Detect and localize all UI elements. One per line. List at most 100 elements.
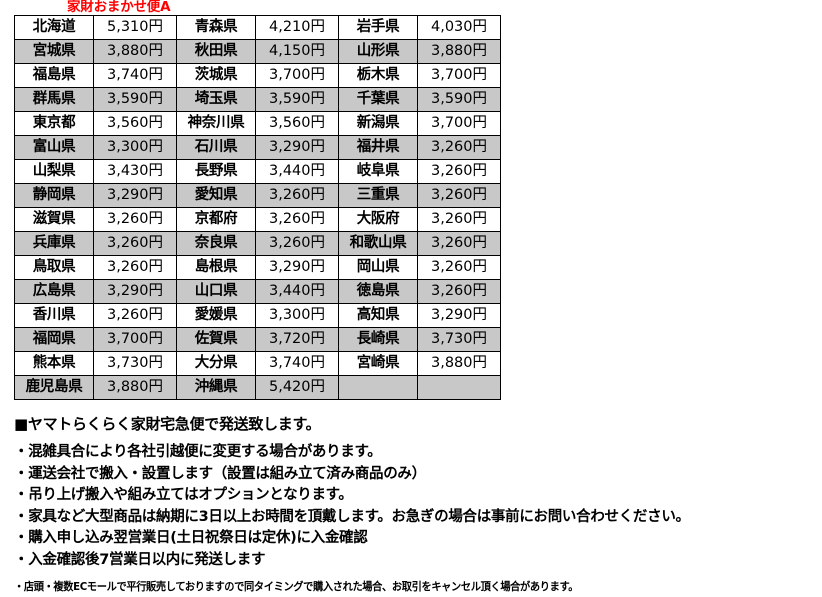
prefecture-cell: 山梨県: [14, 159, 94, 184]
prefecture-cell: 三重県: [338, 183, 418, 208]
prefecture-cell: 熊本県: [14, 351, 94, 376]
prefecture-cell: 奈良県: [176, 231, 256, 256]
table-row: 山梨県 3,430円 長野県 3,440円 岐阜県 3,260円: [14, 159, 501, 184]
price-cell: 3,290円: [417, 303, 501, 328]
prefecture-cell: 沖縄県: [176, 375, 256, 400]
notes-line: ・吊り上げ搬入や組み立てはオプションとなります。: [14, 487, 353, 503]
prefecture-cell: 徳島県: [338, 279, 418, 304]
price-cell: 3,290円: [93, 183, 177, 208]
table-row: 東京都 3,560円 神奈川県 3,560円 新潟県 3,700円: [14, 111, 501, 136]
price-cell: 3,590円: [255, 87, 339, 112]
prefecture-cell: 東京都: [14, 111, 94, 136]
table-row: 兵庫県 3,260円 奈良県 3,260円 和歌山県 3,260円: [14, 231, 501, 256]
prefecture-cell: 大阪府: [338, 207, 418, 232]
prefecture-cell: 鹿児島県: [14, 375, 94, 400]
prefecture-cell: 北海道: [14, 15, 94, 40]
prefecture-cell: 高知県: [338, 303, 418, 328]
price-cell: 3,290円: [255, 255, 339, 280]
prefecture-cell: 福井県: [338, 135, 418, 160]
price-cell: 3,260円: [255, 231, 339, 256]
price-cell: 3,430円: [93, 159, 177, 184]
price-cell: 3,880円: [417, 351, 501, 376]
price-cell: 4,030円: [417, 15, 501, 40]
price-cell: 3,730円: [93, 351, 177, 376]
price-cell: 3,730円: [417, 327, 501, 352]
prefecture-cell: 兵庫県: [14, 231, 94, 256]
price-cell: 3,440円: [255, 159, 339, 184]
price-cell: 3,260円: [417, 207, 501, 232]
page-title: 家財おまかせ便A: [67, 0, 171, 15]
notes-line-list: ・混雑具合により各社引越便に変更する場合があります。・運送会社で搬入・設置します…: [14, 442, 814, 571]
price-cell: 3,260円: [417, 135, 501, 160]
table-row: 福島県 3,740円 茨城県 3,700円 栃木県 3,700円: [14, 63, 501, 88]
notes-line: ・購入申し込み翌営業日(土日祝祭日は定休)に入金確認: [14, 530, 368, 546]
price-cell: 3,440円: [255, 279, 339, 304]
table-row: 富山県 3,300円 石川県 3,290円 福井県 3,260円: [14, 135, 501, 160]
prefecture-cell: 長崎県: [338, 327, 418, 352]
price-cell: 3,290円: [255, 135, 339, 160]
table-row: 広島県 3,290円 山口県 3,440円 徳島県 3,260円: [14, 279, 501, 304]
price-cell: 3,260円: [417, 255, 501, 280]
prefecture-cell: 秋田県: [176, 39, 256, 64]
prefecture-cell: 岡山県: [338, 255, 418, 280]
prefecture-cell: 和歌山県: [338, 231, 418, 256]
price-cell: 3,260円: [93, 303, 177, 328]
prefecture-cell: 広島県: [14, 279, 94, 304]
prefecture-cell: 栃木県: [338, 63, 418, 88]
prefecture-cell: 岐阜県: [338, 159, 418, 184]
notes-line: ・運送会社で搬入・設置します（設置は組み立て済み商品のみ）: [14, 465, 426, 482]
shipping-price-table-body: 北海道 5,310円 青森県 4,210円 岩手県 4,030円 宮城県 3,880円 秋田県 4…: [14, 15, 501, 400]
prefecture-cell: 富山県: [14, 135, 94, 160]
prefecture-cell: 愛媛県: [176, 303, 256, 328]
table-row: 熊本県 3,730円 大分県 3,740円 宮崎県 3,880円: [14, 351, 501, 376]
table-row: 香川県 3,260円 愛媛県 3,300円 高知県 3,290円: [14, 303, 501, 328]
notes-line: ・混雑具合により各社引越便に変更する場合があります。: [14, 444, 382, 460]
table-row: 滋賀県 3,260円 京都府 3,260円 大阪府 3,260円: [14, 207, 501, 232]
price-cell: 3,590円: [417, 87, 501, 112]
price-cell: 3,590円: [93, 87, 177, 112]
price-cell: 3,260円: [417, 279, 501, 304]
prefecture-cell: 群馬県: [14, 87, 94, 112]
table-row: 鹿児島県 3,880円 沖縄県 5,420円: [14, 375, 501, 400]
prefecture-cell: 宮城県: [14, 39, 94, 64]
price-cell: 3,560円: [93, 111, 177, 136]
price-cell: 3,700円: [93, 327, 177, 352]
price-cell: 3,260円: [93, 207, 177, 232]
prefecture-cell: 福島県: [14, 63, 94, 88]
price-cell: 3,700円: [417, 63, 501, 88]
price-cell: 3,260円: [93, 255, 177, 280]
prefecture-cell: 長野県: [176, 159, 256, 184]
prefecture-cell: 千葉県: [338, 87, 418, 112]
prefecture-cell: 鳥取県: [14, 255, 94, 280]
table-row: 福岡県 3,700円 佐賀県 3,720円 長崎県 3,730円: [14, 327, 501, 352]
price-cell: 3,260円: [417, 183, 501, 208]
table-row: 群馬県 3,590円 埼玉県 3,590円 千葉県 3,590円: [14, 87, 501, 112]
price-cell: 3,740円: [255, 351, 339, 376]
price-cell: 3,290円: [93, 279, 177, 304]
shipping-price-table-container: 北海道 5,310円 青森県 4,210円 岩手県 4,030円 宮城県 3,880円 秋田県 4…: [14, 15, 501, 400]
prefecture-cell: 新潟県: [338, 111, 418, 136]
prefecture-cell: 山形県: [338, 39, 418, 64]
prefecture-cell: 埼玉県: [176, 87, 256, 112]
price-cell: 3,560円: [255, 111, 339, 136]
price-cell: 3,300円: [255, 303, 339, 328]
notes-heading: ■ヤマトらくらく家財宅急便で発送致します。: [14, 415, 321, 433]
price-cell: 3,720円: [255, 327, 339, 352]
table-row: 北海道 5,310円 青森県 4,210円 岩手県 4,030円: [14, 15, 501, 40]
notes-line: ・入金確認後7営業日以内に発送します: [14, 551, 266, 568]
prefecture-cell: 山口県: [176, 279, 256, 304]
price-cell: 3,700円: [255, 63, 339, 88]
prefecture-cell: 香川県: [14, 303, 94, 328]
prefecture-cell: 大分県: [176, 351, 256, 376]
price-cell: 3,740円: [93, 63, 177, 88]
price-cell: 3,700円: [417, 111, 501, 136]
notes-line: ・家具など大型商品は納期に3日以上お時間を頂戴します。お急ぎの場合は事前にお問い…: [14, 508, 690, 525]
notes-fine-print: ・店頭・複数ECモールで平行販売しておりますので同タイミングで購入された場合、お…: [14, 580, 579, 593]
table-row: 宮城県 3,880円 秋田県 4,150円 山形県 3,880円: [14, 39, 501, 64]
price-cell: 5,420円: [255, 375, 339, 400]
prefecture-cell: 福岡県: [14, 327, 94, 352]
shipping-notes: ■ヤマトらくらく家財宅急便で発送致します。 ・混雑具合により各社引越便に変更する…: [14, 413, 814, 597]
price-cell: 4,150円: [255, 39, 339, 64]
price-cell: 3,300円: [93, 135, 177, 160]
prefecture-cell: 茨城県: [176, 63, 256, 88]
